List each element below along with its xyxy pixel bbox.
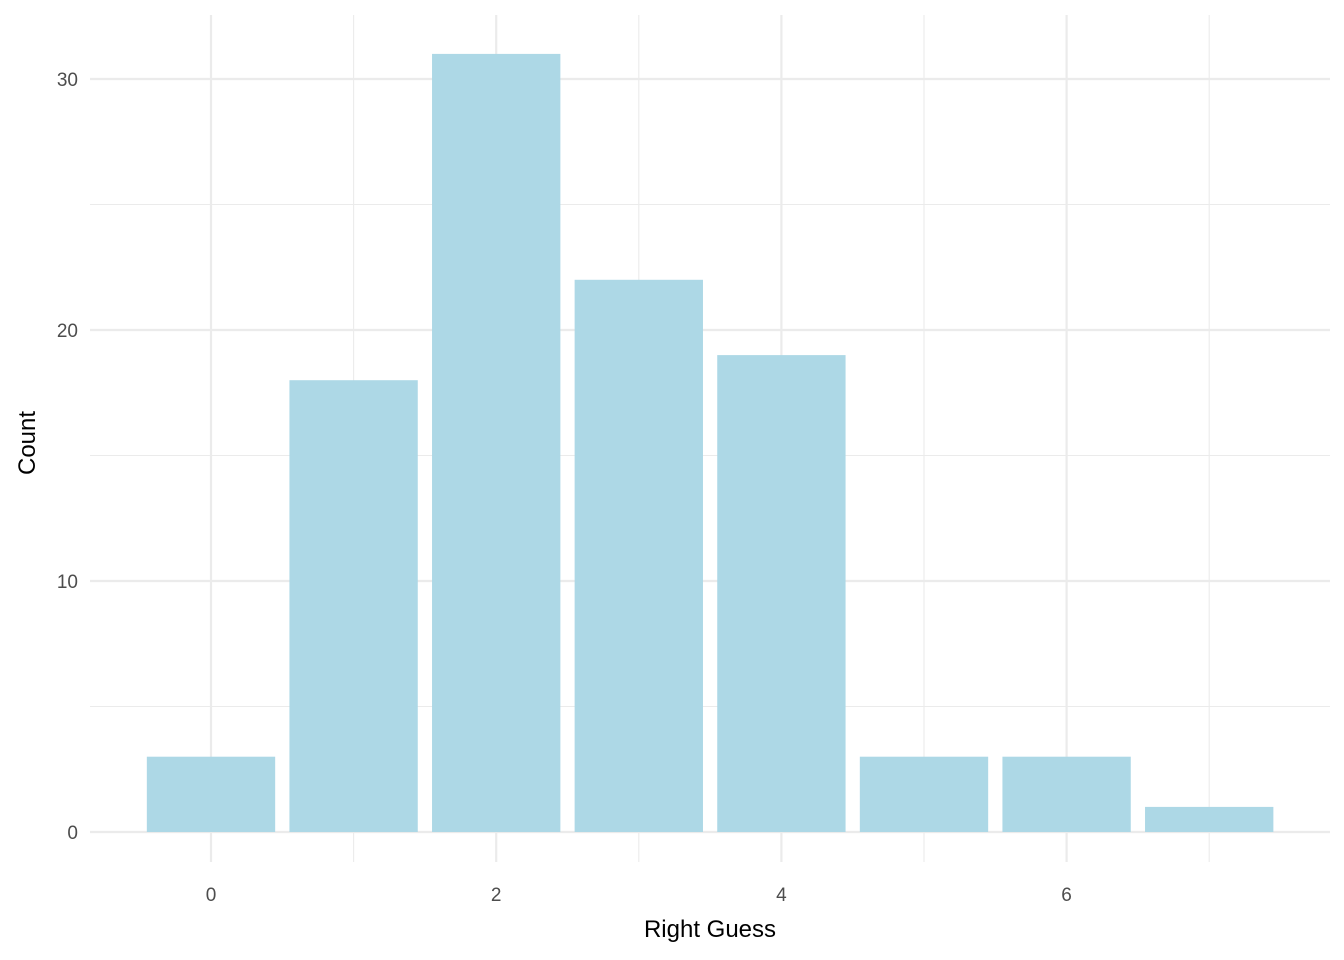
bar-6 xyxy=(1002,756,1131,832)
bars xyxy=(146,53,1274,832)
y-tick-label: 30 xyxy=(57,70,78,91)
x-tick-label: 0 xyxy=(206,885,217,906)
x-tick-label: 6 xyxy=(1061,885,1072,906)
x-axis-ticks: 0 2 4 6 xyxy=(206,885,1072,906)
y-tick-label: 20 xyxy=(57,321,78,342)
bar-2 xyxy=(432,53,561,832)
x-tick-label: 4 xyxy=(776,885,787,906)
y-tick-label: 0 xyxy=(67,823,78,844)
x-axis-title: Right Guess xyxy=(644,916,776,943)
y-axis-title: Count xyxy=(14,411,41,475)
x-tick-label: 2 xyxy=(491,885,502,906)
bar-3 xyxy=(574,279,703,832)
bar-0 xyxy=(146,756,276,832)
bar-4 xyxy=(717,355,846,832)
y-axis-ticks: 0 10 20 30 xyxy=(57,70,78,844)
bar-7 xyxy=(1145,806,1274,832)
y-tick-label: 10 xyxy=(57,572,78,593)
bar-5 xyxy=(859,756,989,832)
bar-1 xyxy=(289,380,418,832)
